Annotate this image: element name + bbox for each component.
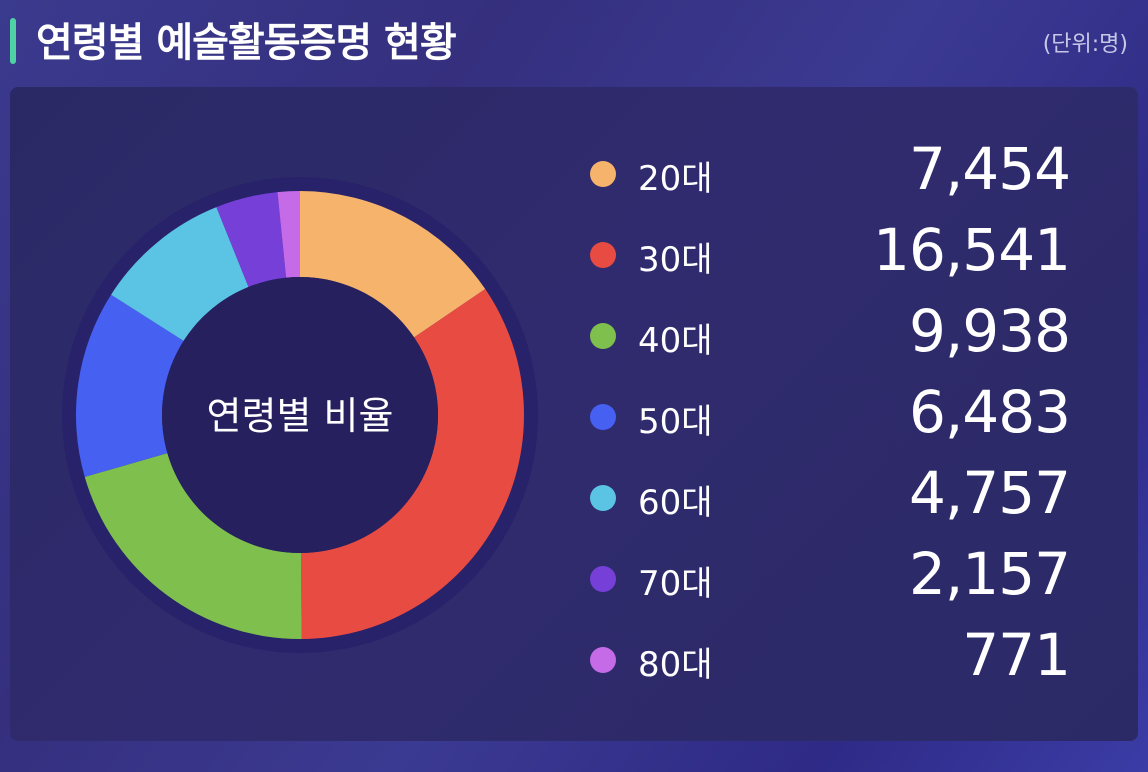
page-title: 연령별 예술활동증명 현황: [36, 20, 457, 66]
donut-slice-70대: [216, 192, 287, 287]
legend-item: 20대 7,454: [590, 135, 1090, 203]
legend-color-dot: [590, 242, 616, 268]
donut-center-label: 연령별 비율: [207, 394, 394, 438]
legend-label: 40대: [638, 321, 713, 361]
legend-item: 60대 4,757: [590, 459, 1090, 527]
legend-color-dot: [590, 566, 616, 592]
unit-label: (단위:명): [1042, 32, 1128, 57]
legend-item: 70대 2,157: [590, 540, 1090, 608]
legend-value: 16,541: [873, 216, 1071, 284]
legend-item: 80대 771: [590, 621, 1090, 689]
legend-value: 771: [962, 621, 1071, 689]
legend-value: 4,757: [908, 459, 1071, 527]
donut-slice-80대: [277, 191, 300, 278]
legend-item: 40대 9,938: [590, 297, 1090, 365]
legend-color-dot: [590, 647, 616, 673]
donut-chart: 연령별 비율: [62, 177, 538, 653]
legend-color-dot: [590, 485, 616, 511]
legend-value: 7,454: [908, 135, 1071, 203]
legend-color-dot: [590, 323, 616, 349]
donut-slice-50대: [76, 294, 184, 477]
legend-label: 80대: [638, 645, 713, 685]
legend-item: 50대 6,483: [590, 378, 1090, 446]
donut-hole: [162, 277, 438, 553]
legend-label: 70대: [638, 564, 713, 604]
legend-value: 2,157: [908, 540, 1071, 608]
legend-label: 60대: [638, 483, 713, 523]
title-accent-bar: [10, 18, 16, 64]
donut-slice-60대: [111, 207, 249, 341]
chart-panel: 연령별 비율 20대 7,454 30대 16,541 40대 9,938 50대 6,483…: [10, 87, 1138, 741]
donut-slice-30대: [301, 289, 525, 639]
legend-color-dot: [590, 161, 616, 187]
donut-slice-20대: [300, 191, 486, 338]
legend-item: 30대 16,541: [590, 216, 1090, 284]
legend-label: 20대: [638, 159, 713, 199]
legend-color-dot: [590, 404, 616, 430]
legend-label: 50대: [638, 402, 713, 442]
donut-slice-40대: [84, 453, 302, 639]
legend-label: 30대: [638, 240, 713, 280]
legend-value: 9,938: [908, 297, 1071, 365]
legend-value: 6,483: [908, 378, 1071, 446]
